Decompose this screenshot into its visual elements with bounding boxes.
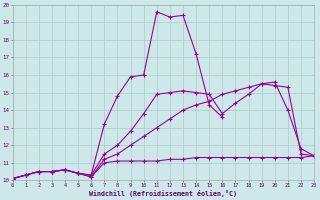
X-axis label: Windchill (Refroidissement éolien,°C): Windchill (Refroidissement éolien,°C) [89,190,237,197]
